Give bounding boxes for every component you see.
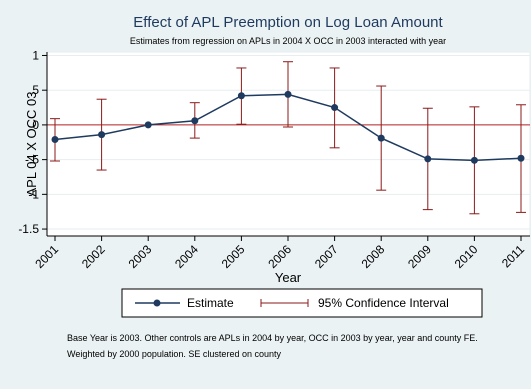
estimate-point-2010 [470, 156, 478, 164]
legend-estimate-marker [153, 299, 161, 307]
y-tick-label-0: 1 [32, 48, 39, 62]
estimate-point-2008 [377, 134, 385, 142]
estimate-points [51, 90, 525, 164]
estimate-point-2003 [144, 121, 152, 129]
estimate-point-2011 [517, 154, 525, 162]
estimate-point-2001 [51, 135, 59, 143]
chart-subtitle: Estimates from regression on APLs in 200… [130, 36, 446, 46]
legend-box [121, 288, 483, 318]
legend: Estimate 95% Confidence Interval [121, 288, 483, 318]
estimate-point-2007 [331, 104, 339, 112]
y-tick-label-3: -.5 [25, 153, 39, 167]
legend-ci-label: 95% Confidence Interval [318, 296, 449, 310]
y-tick-label-1: .5 [29, 83, 39, 97]
y-tick-label-4: -1 [28, 187, 39, 201]
y-tick-label-2: 0 [32, 118, 39, 132]
estimate-point-2004 [191, 117, 199, 125]
chart-title: Effect of APL Preemption on Log Loan Amo… [133, 14, 443, 31]
y-ticks: 1 .5 0 -.5 -1 -1.5 [18, 48, 47, 236]
estimate-point-2006 [284, 90, 292, 98]
estimate-point-2009 [424, 155, 432, 163]
estimate-point-2002 [98, 131, 106, 139]
legend-estimate-label: Estimate [187, 296, 234, 310]
note-line-1: Base Year is 2003. Other controls are AP… [67, 333, 478, 343]
note-line-2: Weighted by 2000 population. SE clustere… [67, 349, 281, 359]
y-tick-label-5: -1.5 [18, 222, 39, 236]
ci-bars [50, 61, 526, 215]
y-axis-title: APL 04 X OCC 03 [24, 91, 39, 196]
x-axis-title: Year [275, 270, 302, 285]
estimate-point-2005 [237, 92, 245, 100]
